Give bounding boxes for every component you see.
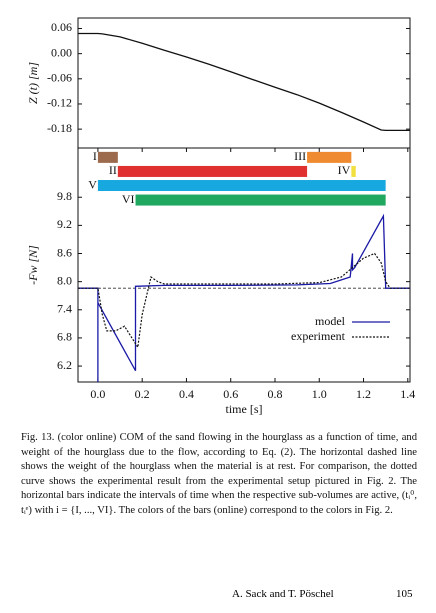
interval-bar <box>351 165 356 177</box>
y-axis-label: -Fw [N] <box>26 245 40 285</box>
page-number: 105 <box>396 588 413 600</box>
y-tick-label: -0.18 <box>47 121 72 135</box>
x-tick-label: 0.8 <box>267 387 282 401</box>
y-tick-label: 8.0 <box>57 273 72 287</box>
y-tick-label: -0.06 <box>47 71 72 85</box>
interval-bar <box>117 165 308 177</box>
x-tick-label: 0.2 <box>135 387 150 401</box>
interval-bar <box>97 151 118 163</box>
plot-frame <box>77 17 411 149</box>
interval-bar <box>307 151 352 163</box>
x-tick-label: 0.0 <box>90 387 105 401</box>
x-tick-label: 0.4 <box>179 387 194 401</box>
x-tick-label: 1.4 <box>400 387 415 401</box>
series-line <box>78 213 410 382</box>
y-tick-label: 8.6 <box>57 245 72 259</box>
interval-label: VI <box>122 192 135 206</box>
y-tick-label: 7.4 <box>57 302 72 316</box>
interval-label: IV <box>338 163 351 177</box>
x-tick-label: 0.6 <box>223 387 238 401</box>
y-tick-label: -0.12 <box>47 96 72 110</box>
legend-label: experiment <box>291 329 346 343</box>
y-tick-label: 0.00 <box>51 45 72 59</box>
caption: Fig. 13. (color online) COM of the sand … <box>21 432 417 516</box>
y-tick-label: 9.2 <box>57 217 72 231</box>
plot-frame <box>77 147 411 383</box>
series-line <box>78 32 410 132</box>
legend-label: model <box>315 314 346 328</box>
interval-label: III <box>294 149 306 163</box>
figure: 0.06 0.00 -0.06 -0.12 -0.18 Z (t) [m] 9.8 9.2 8.… <box>26 17 415 416</box>
interval-bar <box>135 194 386 206</box>
footer-authors: A. Sack and T. Pöschel <box>232 588 334 600</box>
y-tick-label: 0.06 <box>51 20 72 34</box>
x-tick-label: 1.2 <box>356 387 371 401</box>
y-tick-label: 6.2 <box>57 358 72 372</box>
interval-label: II <box>109 163 117 177</box>
series-line <box>78 252 410 350</box>
x-tick-label: 1.0 <box>312 387 327 401</box>
interval-bar <box>97 180 386 192</box>
interval-label: I <box>93 149 97 163</box>
interval-label: V <box>88 177 97 191</box>
x-axis-label: time [s] <box>226 402 263 416</box>
y-tick-label: 6.8 <box>57 330 72 344</box>
y-axis-label: Z (t) [m] <box>26 62 40 104</box>
y-tick-label: 9.8 <box>57 189 72 203</box>
